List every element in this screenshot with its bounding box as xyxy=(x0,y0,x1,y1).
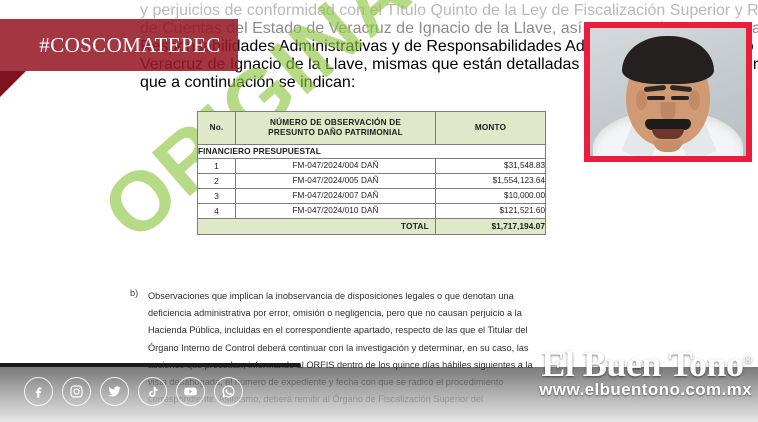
observations-table-wrapper: No. NÚMERO DE OBSERVACIÓN DE PRESUNTO DA… xyxy=(197,111,546,235)
row-no: 3 xyxy=(197,188,236,204)
table-row: 4 FM-047/2024/010 DAÑ $121,521.60 xyxy=(197,203,546,219)
row-numero: FM-047/2024/007 DAÑ xyxy=(235,188,436,204)
footer-divider xyxy=(0,363,300,367)
table-total-row: TOTAL $1,717,194.07 xyxy=(197,218,546,235)
total-label: TOTAL xyxy=(197,218,436,235)
col-header-numero: NÚMERO DE OBSERVACIÓN DE PRESUNTO DAÑO P… xyxy=(235,111,436,145)
portrait-eye-left xyxy=(647,96,665,100)
ribbon-fold xyxy=(0,71,26,97)
brand-name-text: El Buen Tono xyxy=(541,344,744,384)
observations-table: No. NÚMERO DE OBSERVACIÓN DE PRESUNTO DA… xyxy=(197,111,546,235)
bottom-paragraph-line: Órgano Interno de Control deberá continu… xyxy=(148,342,529,353)
table-header-row: No. NÚMERO DE OBSERVACIÓN DE PRESUNTO DA… xyxy=(197,111,546,145)
portrait-photo xyxy=(584,22,752,162)
tiktok-icon[interactable] xyxy=(138,377,167,406)
bottom-paragraph-line: Hacienda Pública, incluidas en el corres… xyxy=(148,325,528,336)
portrait-ear-left xyxy=(636,90,647,110)
table-section-row: FINANCIERO PRESUPUESTAL xyxy=(197,144,546,159)
row-numero: FM-047/2024/004 DAÑ xyxy=(235,158,436,174)
portrait-eyebrow-left xyxy=(643,84,667,93)
portrait-hair xyxy=(622,36,714,84)
whatsapp-icon[interactable] xyxy=(214,377,243,406)
total-value: $1,717,194.07 xyxy=(435,218,546,235)
portrait-eye-right xyxy=(671,96,689,100)
portrait-nose xyxy=(660,102,676,120)
instagram-icon[interactable] xyxy=(62,377,91,406)
portrait-mouth xyxy=(652,129,684,139)
col-header-numero-line1: NÚMERO DE OBSERVACIÓN DE xyxy=(270,117,401,127)
top-paragraph-line: y perjuicios de conformidad con el Títul… xyxy=(140,2,758,19)
portrait-ear-right xyxy=(689,90,700,110)
brand-name: El Buen Tono® xyxy=(539,340,752,383)
facebook-icon[interactable] xyxy=(24,377,53,406)
portrait-mustache xyxy=(645,119,691,130)
brand-logo: El Buen Tono® www.elbuentono.com.mx xyxy=(539,340,752,400)
row-no: 1 xyxy=(197,158,236,174)
row-monto: $10,000.00 xyxy=(435,188,546,204)
col-header-monto: MONTO xyxy=(435,111,546,145)
col-header-no: No. xyxy=(197,111,236,145)
row-numero: FM-047/2024/005 DAÑ xyxy=(235,173,436,189)
bottom-paragraph-line: Observaciones que implican la inobservan… xyxy=(148,291,514,301)
row-no: 2 xyxy=(197,173,236,189)
row-no: 4 xyxy=(197,203,236,219)
row-monto: $121,521.60 xyxy=(435,203,546,219)
portrait-eyebrow-right xyxy=(669,84,693,93)
bottom-paragraph-line: acciones que procedan, informando al ORF… xyxy=(148,359,533,370)
col-header-numero-line2: PRESUNTO DAÑO PATRIMONIAL xyxy=(268,128,403,137)
ribbon-body xyxy=(0,19,238,71)
row-numero: FM-047/2024/010 DAÑ xyxy=(235,203,436,219)
paragraph-marker: b) xyxy=(130,288,139,298)
table-row: 1 FM-047/2024/004 DAÑ $31,548.83 xyxy=(197,158,546,174)
portrait-chin xyxy=(653,140,683,152)
top-paragraph-line: que a continuación se indican: xyxy=(140,74,356,91)
social-links xyxy=(24,377,243,406)
table-row: 3 FM-047/2024/007 DAÑ $10,000.00 xyxy=(197,188,546,204)
table-row: 2 FM-047/2024/005 DAÑ $1,554,123.64 xyxy=(197,173,546,189)
table-section-label: FINANCIERO PRESUPUESTAL xyxy=(197,144,546,159)
hashtag-label: #COSCOMATEPEC xyxy=(39,32,221,57)
row-monto: $1,554,123.64 xyxy=(435,173,546,189)
youtube-icon[interactable] xyxy=(176,377,205,406)
hashtag-ribbon: #COSCOMATEPEC xyxy=(0,19,238,97)
row-monto: $31,548.83 xyxy=(435,158,546,174)
brand-url: www.elbuentono.com.mx xyxy=(539,380,752,399)
registered-mark: ® xyxy=(743,352,753,366)
twitter-icon[interactable] xyxy=(100,377,129,406)
bottom-paragraph-line: deficiencia administrativa por error, om… xyxy=(148,308,522,319)
